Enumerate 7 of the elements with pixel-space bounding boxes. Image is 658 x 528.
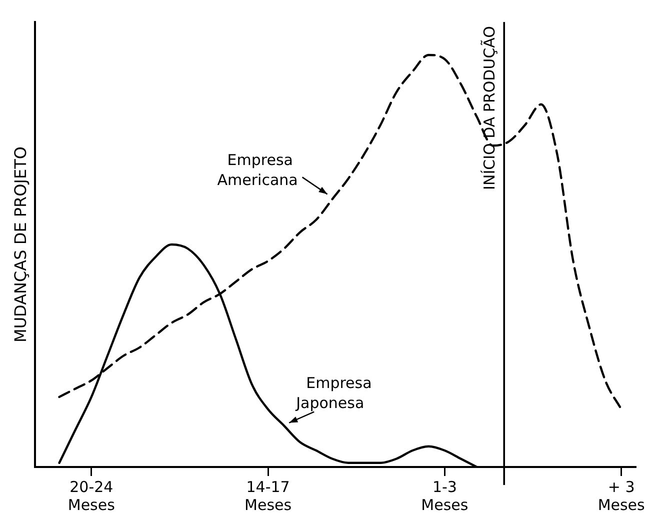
x-tick-label: 1-3 Meses — [421, 478, 468, 514]
y-axis-title: MUDANÇAS DE PROJETO — [10, 146, 30, 342]
x-tick-label: 20-24 Meses — [68, 478, 116, 514]
x-tick-label: + 3 Meses — [598, 478, 646, 514]
text: Empresa Americana — [217, 151, 298, 190]
series-label: Empresa Japonesa — [295, 374, 372, 412]
x-tick-label: 14-17 Meses — [244, 478, 292, 514]
